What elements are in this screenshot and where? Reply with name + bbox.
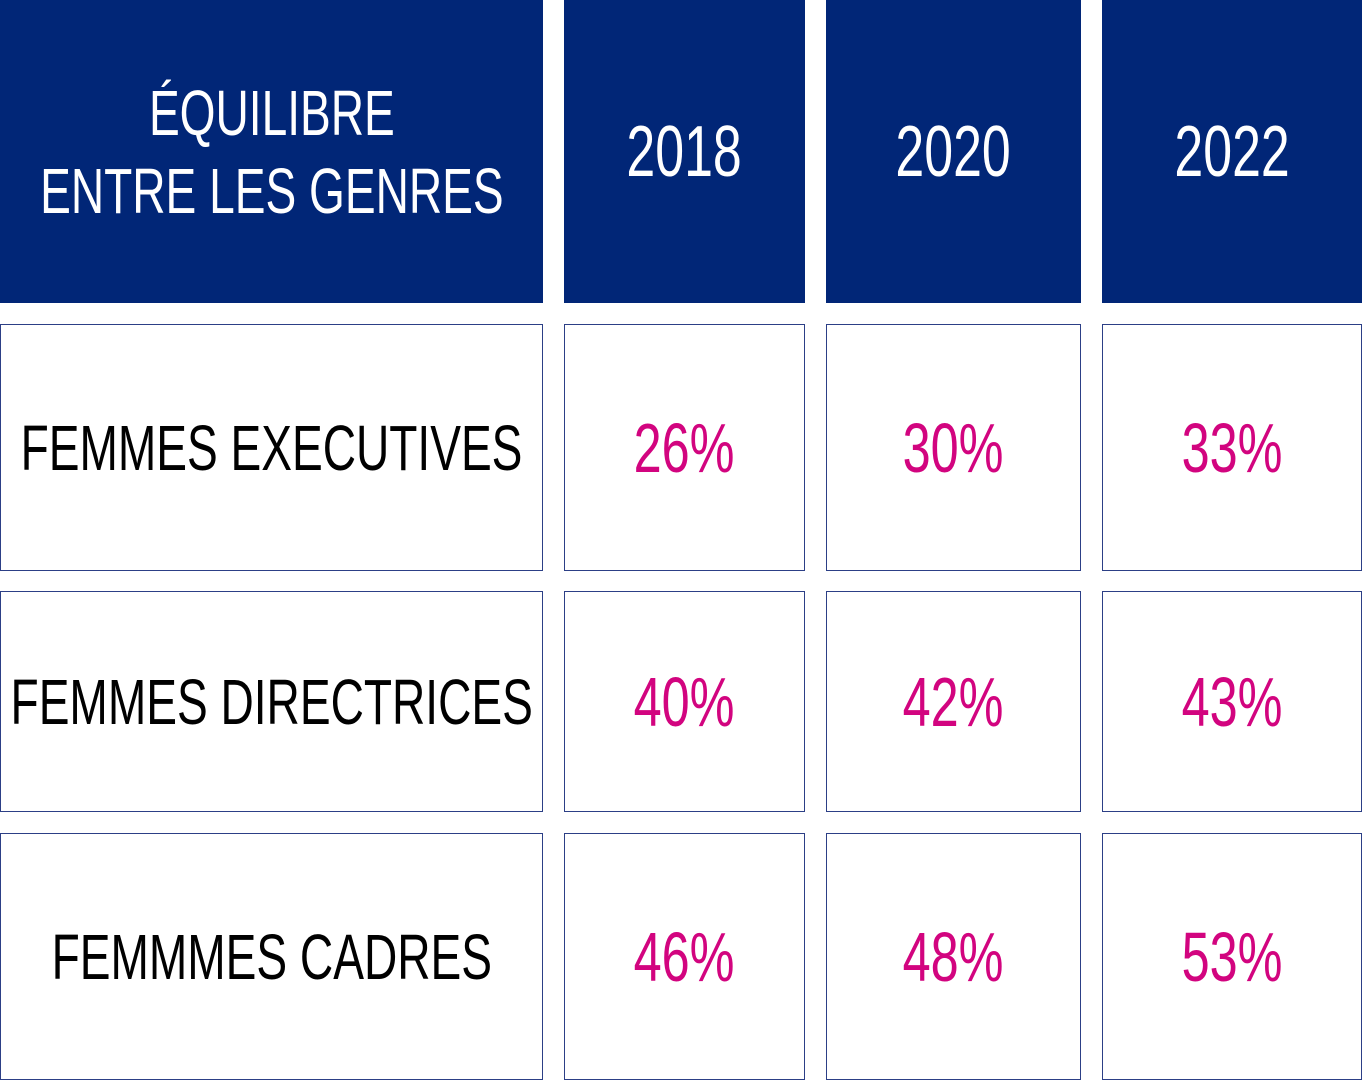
data-value: 26% (634, 408, 735, 487)
value-cell-cadres-2022: 53% (1102, 833, 1362, 1080)
row-label-text: FEMMMES CADRES (51, 920, 492, 993)
value-cell-executives-2020: 30% (826, 324, 1081, 571)
data-value: 53% (1181, 917, 1283, 996)
row-label-femmes-directrices: FEMMES DIRECTRICES (0, 591, 543, 812)
value-cell-directrices-2018: 40% (564, 591, 805, 812)
value-cell-cadres-2020: 48% (826, 833, 1081, 1080)
value-cell-executives-2018: 26% (564, 324, 805, 571)
data-value: 46% (634, 917, 735, 996)
table-title: ÉQUILIBRE ENTRE LES GENRES (40, 74, 503, 230)
column-header-2018: 2018 (564, 0, 805, 303)
table-title-line-2: ENTRE LES GENRES (39, 154, 504, 227)
row-label-femmes-executives: FEMMES EXECUTIVES (0, 324, 543, 571)
row-label-femmmes-cadres: FEMMMES CADRES (0, 833, 543, 1080)
data-value: 43% (1181, 662, 1283, 741)
data-value: 42% (903, 662, 1004, 741)
data-value: 30% (903, 408, 1004, 487)
column-header-label: 2020 (895, 111, 1012, 192)
value-cell-directrices-2022: 43% (1102, 591, 1362, 812)
value-cell-executives-2022: 33% (1102, 324, 1362, 571)
row-label-text: FEMMES EXECUTIVES (20, 411, 523, 484)
column-header-label: 2018 (626, 111, 743, 192)
column-header-label: 2022 (1174, 111, 1290, 192)
table-title-line-1: ÉQUILIBRE (148, 76, 395, 149)
value-cell-directrices-2020: 42% (826, 591, 1081, 812)
data-value: 48% (903, 917, 1004, 996)
table-title-cell: ÉQUILIBRE ENTRE LES GENRES (0, 0, 543, 303)
data-value: 33% (1181, 408, 1283, 487)
column-header-2022: 2022 (1102, 0, 1362, 303)
data-value: 40% (634, 662, 735, 741)
row-label-text: FEMMES DIRECTRICES (10, 665, 533, 738)
value-cell-cadres-2018: 46% (564, 833, 805, 1080)
column-header-2020: 2020 (826, 0, 1081, 303)
